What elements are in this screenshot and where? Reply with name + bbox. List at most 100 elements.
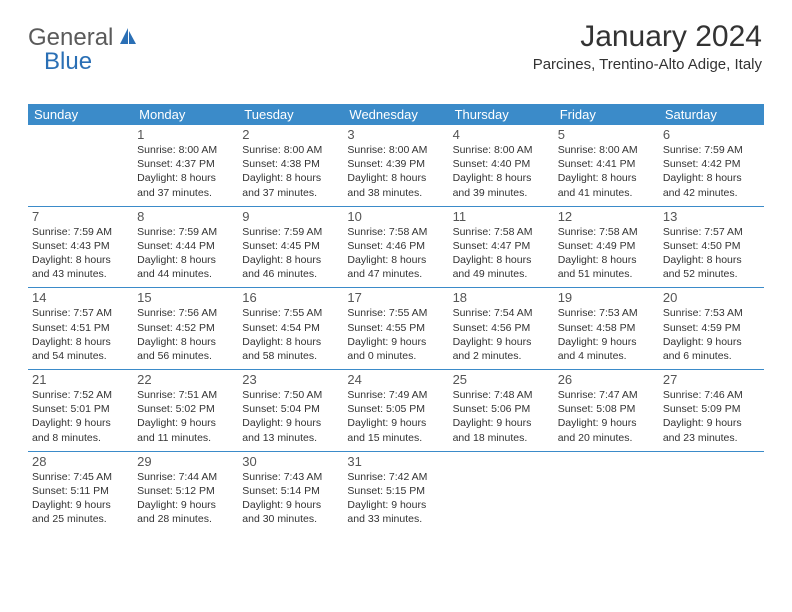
daylight-line: Daylight: 8 hours and 49 minutes.	[453, 253, 550, 281]
day-number: 10	[347, 209, 444, 224]
day-number: 30	[242, 454, 339, 469]
daylight-line: Daylight: 9 hours and 4 minutes.	[558, 335, 655, 363]
daylight-line: Daylight: 8 hours and 46 minutes.	[242, 253, 339, 281]
sunrise-line: Sunrise: 8:00 AM	[242, 143, 339, 157]
sunrise-line: Sunrise: 7:49 AM	[347, 388, 444, 402]
day-cell: 23Sunrise: 7:50 AMSunset: 5:04 PMDayligh…	[238, 370, 343, 451]
sunset-line: Sunset: 4:51 PM	[32, 321, 129, 335]
day-header: Monday	[133, 104, 238, 125]
sunset-line: Sunset: 5:06 PM	[453, 402, 550, 416]
daylight-line: Daylight: 9 hours and 0 minutes.	[347, 335, 444, 363]
title-block: January 2024 Parcines, Trentino-Alto Adi…	[533, 20, 762, 73]
day-number: 31	[347, 454, 444, 469]
week-row: 14Sunrise: 7:57 AMSunset: 4:51 PM Dayligh…	[28, 287, 764, 369]
sunset-line: Sunset: 4:44 PM	[137, 239, 234, 253]
sunset-line: Sunset: 4:41 PM	[558, 157, 655, 171]
daylight-line: Daylight: 9 hours and 13 minutes.	[242, 416, 339, 444]
day-number: 17	[347, 290, 444, 305]
day-cell	[449, 452, 554, 533]
day-number: 1	[137, 127, 234, 142]
sunset-line: Sunset: 4:58 PM	[558, 321, 655, 335]
sunrise-line: Sunrise: 7:58 AM	[347, 225, 444, 239]
day-cell: 14Sunrise: 7:57 AMSunset: 4:51 PMDayligh…	[28, 288, 133, 369]
day-cell: 24Sunrise: 7:49 AMSunset: 5:05 PMDayligh…	[343, 370, 448, 451]
day-cell: 31Sunrise: 7:42 AMSunset: 5:15 PMDayligh…	[343, 452, 448, 533]
day-cell: 8Sunrise: 7:59 AMSunset: 4:44 PMDaylight…	[133, 207, 238, 288]
daylight-line: Daylight: 9 hours and 33 minutes.	[347, 498, 444, 526]
sunset-line: Sunset: 5:15 PM	[347, 484, 444, 498]
sunrise-line: Sunrise: 7:58 AM	[453, 225, 550, 239]
sunrise-line: Sunrise: 7:57 AM	[32, 306, 129, 320]
day-header: Wednesday	[343, 104, 448, 125]
daylight-line: Daylight: 9 hours and 8 minutes.	[32, 416, 129, 444]
sunset-line: Sunset: 4:38 PM	[242, 157, 339, 171]
day-cell: 26Sunrise: 7:47 AMSunset: 5:08 PMDayligh…	[554, 370, 659, 451]
sunset-line: Sunset: 4:39 PM	[347, 157, 444, 171]
week-row: 28Sunrise: 7:45 AMSunset: 5:11 PMDayligh…	[28, 451, 764, 533]
sunset-line: Sunset: 4:52 PM	[137, 321, 234, 335]
sunrise-line: Sunrise: 7:59 AM	[663, 143, 760, 157]
day-number: 3	[347, 127, 444, 142]
sunset-line: Sunset: 4:46 PM	[347, 239, 444, 253]
sunset-line: Sunset: 4:55 PM	[347, 321, 444, 335]
day-cell: 9Sunrise: 7:59 AMSunset: 4:45 PMDaylight…	[238, 207, 343, 288]
day-number: 14	[32, 290, 129, 305]
day-number: 4	[453, 127, 550, 142]
day-cell: 5Sunrise: 8:00 AMSunset: 4:41 PMDaylight…	[554, 125, 659, 206]
sunrise-line: Sunrise: 7:45 AM	[32, 470, 129, 484]
sunset-line: Sunset: 4:42 PM	[663, 157, 760, 171]
daylight-line: Daylight: 8 hours and 47 minutes.	[347, 253, 444, 281]
sunrise-line: Sunrise: 7:53 AM	[558, 306, 655, 320]
day-cell: 3Sunrise: 8:00 AMSunset: 4:39 PMDaylight…	[343, 125, 448, 206]
daylight-line: Daylight: 8 hours and 37 minutes.	[137, 171, 234, 199]
sunrise-line: Sunrise: 7:56 AM	[137, 306, 234, 320]
sunrise-line: Sunrise: 7:59 AM	[137, 225, 234, 239]
week-row: 1Sunrise: 8:00 AMSunset: 4:37 PMDaylight…	[28, 125, 764, 206]
sunrise-line: Sunrise: 7:55 AM	[347, 306, 444, 320]
day-number: 29	[137, 454, 234, 469]
day-number: 13	[663, 209, 760, 224]
sunrise-line: Sunrise: 7:59 AM	[242, 225, 339, 239]
day-number: 6	[663, 127, 760, 142]
day-cell: 29Sunrise: 7:44 AMSunset: 5:12 PMDayligh…	[133, 452, 238, 533]
day-cell: 4Sunrise: 8:00 AMSunset: 4:40 PMDaylight…	[449, 125, 554, 206]
daylight-line: Daylight: 9 hours and 18 minutes.	[453, 416, 550, 444]
sunrise-line: Sunrise: 8:00 AM	[137, 143, 234, 157]
daylight-line: Daylight: 9 hours and 2 minutes.	[453, 335, 550, 363]
sunset-line: Sunset: 4:40 PM	[453, 157, 550, 171]
day-cell: 20Sunrise: 7:53 AMSunset: 4:59 PMDayligh…	[659, 288, 764, 369]
daylight-line: Daylight: 8 hours and 56 minutes.	[137, 335, 234, 363]
day-header: Sunday	[28, 104, 133, 125]
daylight-line: Daylight: 8 hours and 51 minutes.	[558, 253, 655, 281]
daylight-line: Daylight: 8 hours and 39 minutes.	[453, 171, 550, 199]
daylight-line: Daylight: 8 hours and 44 minutes.	[137, 253, 234, 281]
sunset-line: Sunset: 5:11 PM	[32, 484, 129, 498]
day-number: 19	[558, 290, 655, 305]
sunset-line: Sunset: 4:56 PM	[453, 321, 550, 335]
logo-sail-icon	[117, 27, 139, 47]
day-number: 27	[663, 372, 760, 387]
day-headers-row: SundayMondayTuesdayWednesdayThursdayFrid…	[28, 104, 764, 125]
day-cell: 21Sunrise: 7:52 AMSunset: 5:01 PMDayligh…	[28, 370, 133, 451]
sunset-line: Sunset: 5:01 PM	[32, 402, 129, 416]
sunrise-line: Sunrise: 7:58 AM	[558, 225, 655, 239]
day-cell: 25Sunrise: 7:48 AMSunset: 5:06 PMDayligh…	[449, 370, 554, 451]
day-cell: 19Sunrise: 7:53 AMSunset: 4:58 PMDayligh…	[554, 288, 659, 369]
daylight-line: Daylight: 9 hours and 11 minutes.	[137, 416, 234, 444]
daylight-line: Daylight: 9 hours and 20 minutes.	[558, 416, 655, 444]
sunset-line: Sunset: 5:14 PM	[242, 484, 339, 498]
day-number: 23	[242, 372, 339, 387]
day-number: 16	[242, 290, 339, 305]
sunrise-line: Sunrise: 8:00 AM	[558, 143, 655, 157]
day-number: 11	[453, 209, 550, 224]
daylight-line: Daylight: 9 hours and 6 minutes.	[663, 335, 760, 363]
day-number: 5	[558, 127, 655, 142]
day-cell: 30Sunrise: 7:43 AMSunset: 5:14 PMDayligh…	[238, 452, 343, 533]
day-cell: 7Sunrise: 7:59 AMSunset: 4:43 PMDaylight…	[28, 207, 133, 288]
month-title: January 2024	[533, 20, 762, 54]
sunrise-line: Sunrise: 7:44 AM	[137, 470, 234, 484]
sunset-line: Sunset: 5:02 PM	[137, 402, 234, 416]
sunrise-line: Sunrise: 7:57 AM	[663, 225, 760, 239]
day-cell	[28, 125, 133, 206]
day-number: 15	[137, 290, 234, 305]
